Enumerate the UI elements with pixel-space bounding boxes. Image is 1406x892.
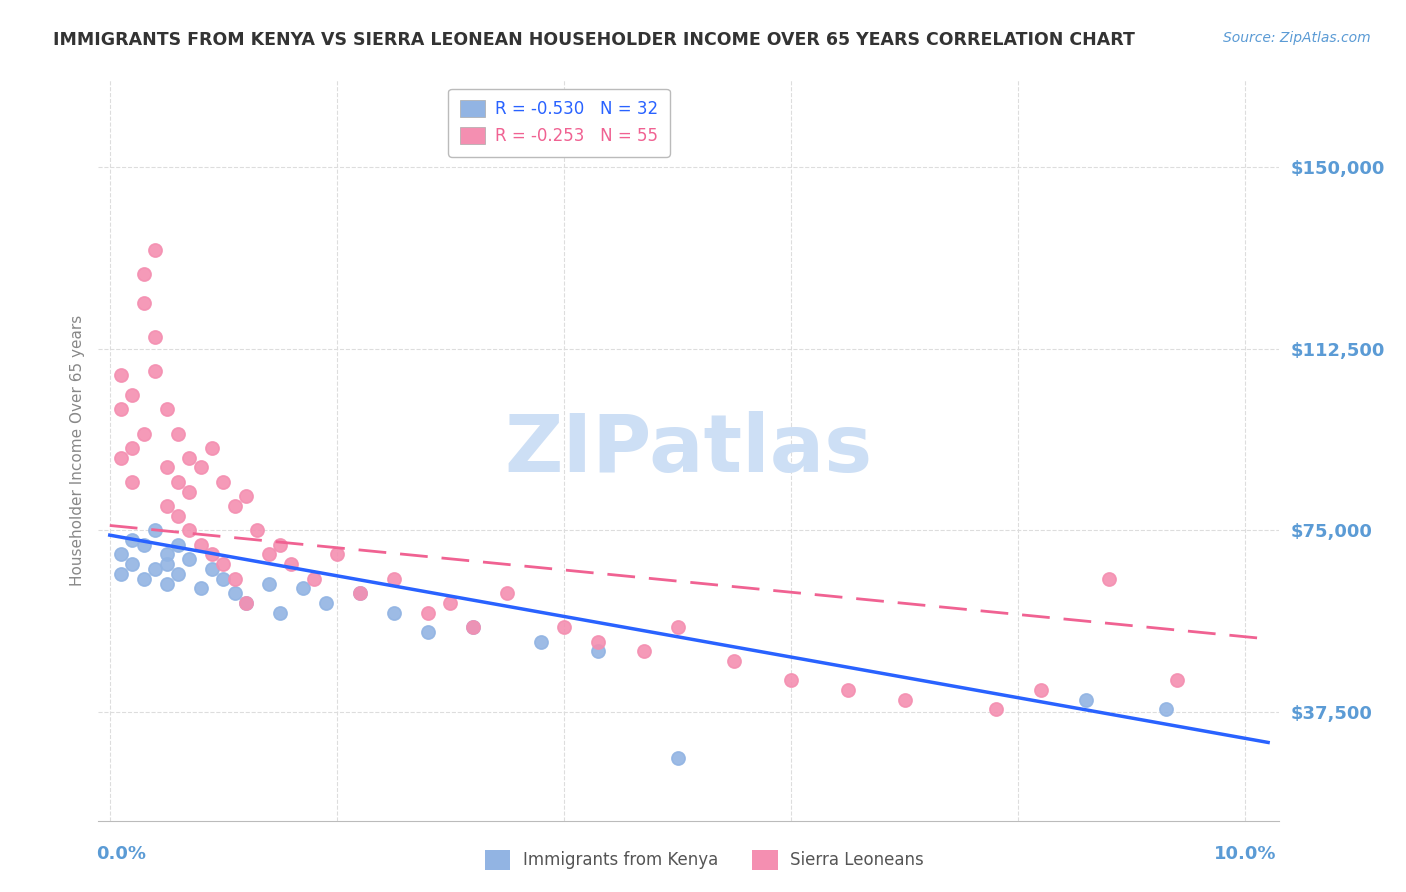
Point [349,586,371,600]
Point [224,572,246,586]
Point [179,450,201,465]
Point [235,596,257,610]
Point [723,654,745,668]
Point [382,606,405,620]
Point [155,402,177,417]
Point [382,572,405,586]
Point [257,576,280,591]
Point [155,576,177,591]
Point [666,750,689,764]
Point [190,538,212,552]
Point [1154,702,1177,716]
Point [302,572,325,586]
Point [143,330,166,344]
Point [837,683,859,698]
Point [110,548,132,562]
Text: 0.0%: 0.0% [96,845,146,863]
Text: Source: ZipAtlas.com: Source: ZipAtlas.com [1223,31,1371,45]
Point [1029,683,1052,698]
Point [155,557,177,571]
Point [190,460,212,475]
Point [439,596,461,610]
Point [780,673,803,688]
Point [212,572,235,586]
Point [416,606,439,620]
Text: ZIPatlas: ZIPatlas [505,411,873,490]
Point [1098,572,1121,586]
Text: 10.0%: 10.0% [1215,845,1277,863]
Point [463,620,485,634]
Point [201,548,224,562]
Point [167,508,190,523]
Point [201,441,224,455]
Y-axis label: Householder Income Over 65 years: Householder Income Over 65 years [69,315,84,586]
Point [121,441,143,455]
Point [167,475,190,489]
Point [132,296,155,310]
Legend: R = -0.530   N = 32, R = -0.253   N = 55: R = -0.530 N = 32, R = -0.253 N = 55 [449,88,669,157]
Point [132,267,155,281]
Point [143,243,166,257]
Point [235,490,257,504]
Point [132,572,155,586]
Point [553,620,575,634]
Point [530,634,553,648]
Point [132,538,155,552]
Point [269,538,291,552]
Point [167,426,190,441]
Point [212,475,235,489]
Point [212,557,235,571]
Point [666,620,689,634]
Point [496,586,519,600]
Text: IMMIGRANTS FROM KENYA VS SIERRA LEONEAN HOUSEHOLDER INCOME OVER 65 YEARS CORRELA: IMMIGRANTS FROM KENYA VS SIERRA LEONEAN … [53,31,1135,49]
Point [224,499,246,513]
Point [167,538,190,552]
Point [280,557,302,571]
Point [463,620,485,634]
Point [224,586,246,600]
Point [269,606,291,620]
Point [110,402,132,417]
Point [143,524,166,538]
Point [110,566,132,581]
Point [121,475,143,489]
Point [179,524,201,538]
Point [155,548,177,562]
Point [179,484,201,499]
Point [167,566,190,581]
Point [235,596,257,610]
Point [326,548,349,562]
Point [110,368,132,383]
Point [121,533,143,547]
Point [257,548,280,562]
Point [893,692,915,706]
Point [143,562,166,576]
Point [1076,692,1098,706]
Point [984,702,1007,716]
Text: Immigrants from Kenya: Immigrants from Kenya [523,851,718,869]
Text: Sierra Leoneans: Sierra Leoneans [790,851,924,869]
Point [121,388,143,402]
Point [190,582,212,596]
Point [121,557,143,571]
Point [291,582,314,596]
Point [143,363,166,377]
Point [132,426,155,441]
Point [1166,673,1188,688]
Point [201,562,224,576]
Point [155,460,177,475]
Point [633,644,655,658]
Point [586,634,609,648]
Point [349,586,371,600]
Point [179,552,201,566]
Point [110,450,132,465]
Point [315,596,337,610]
Point [416,624,439,639]
Point [155,499,177,513]
Point [246,524,269,538]
Point [586,644,609,658]
